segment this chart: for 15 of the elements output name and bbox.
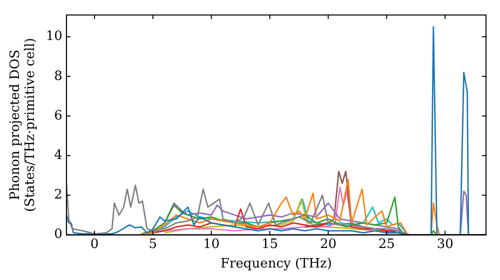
x-tick-label: 30 — [436, 236, 454, 252]
y-tick-label: 4 — [54, 148, 62, 163]
y-tick-label: 2 — [54, 188, 62, 203]
x-tick-label: 0 — [90, 236, 99, 252]
y-tick-label: 0 — [54, 227, 62, 242]
x-tick-label: 20 — [320, 236, 336, 252]
x-tick-label: 5 — [148, 236, 158, 252]
x-tick-label: 25 — [378, 236, 395, 252]
x-axis-title: Frequency (THz) — [220, 256, 332, 272]
y-axis-title: Phonon projected DOS (States/THz·primitive cell) — [8, 38, 38, 212]
x-tick-label: 15 — [262, 236, 278, 252]
x-tick-label: 10 — [203, 236, 220, 252]
y-tick-label: 10 — [46, 29, 62, 44]
y-tick-label: 6 — [54, 108, 62, 124]
y-tick-label: 8 — [54, 68, 62, 84]
